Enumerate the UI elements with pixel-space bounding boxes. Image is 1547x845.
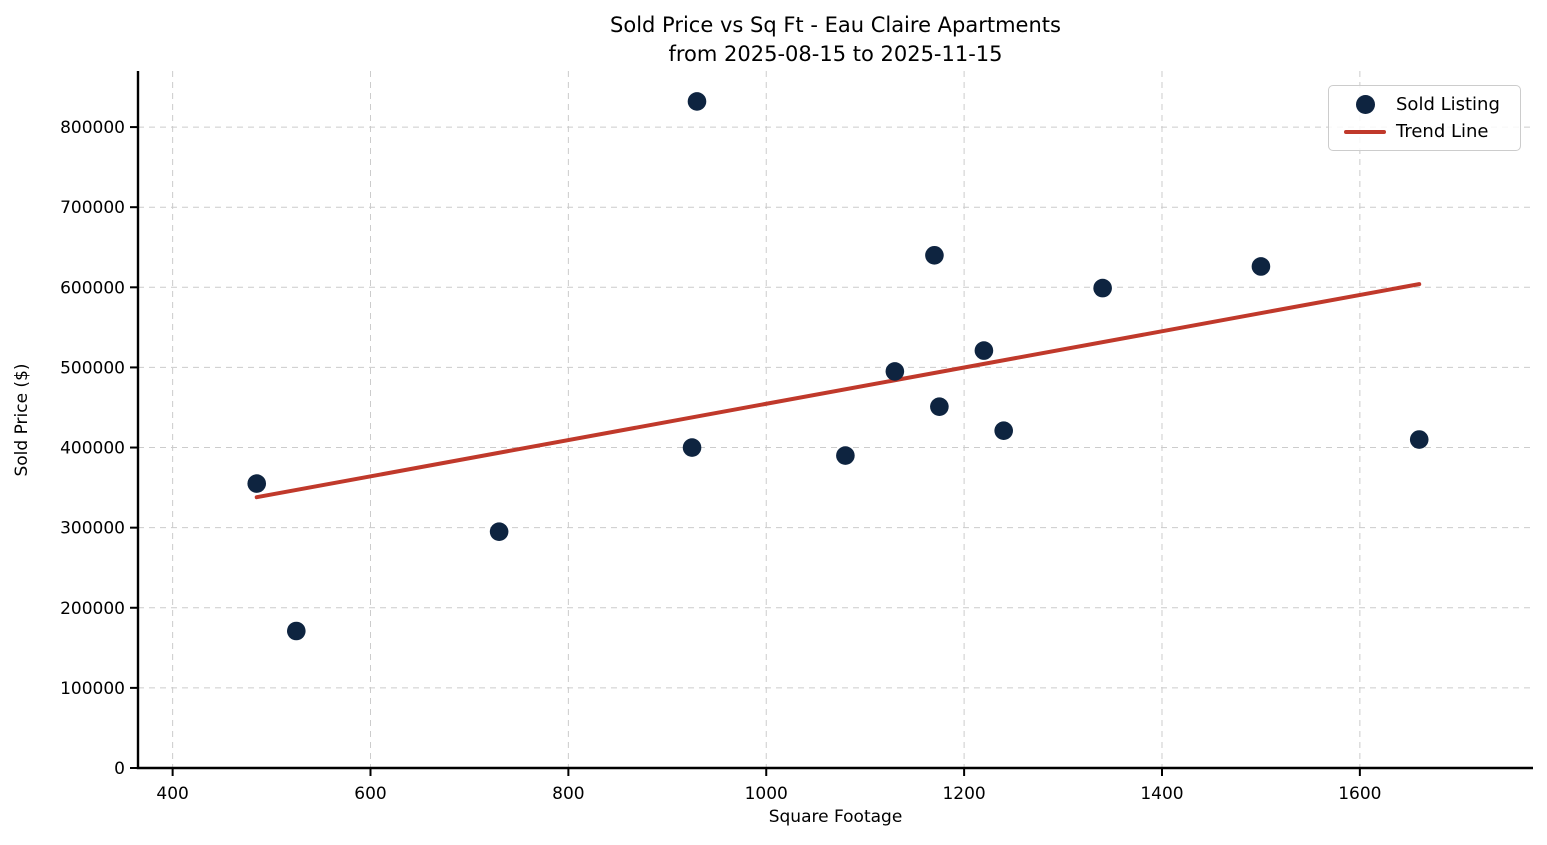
data-point [885, 362, 905, 381]
x-tick-label: 1000 [745, 784, 788, 804]
legend-swatch [1343, 129, 1387, 134]
data-point [489, 522, 509, 541]
legend-label-sold-listing: Sold Listing [1396, 94, 1500, 115]
chart-title-block: Sold Price vs Sq Ft - Eau Claire Apartme… [138, 11, 1533, 69]
y-tick-label: 700000 [60, 198, 125, 218]
data-point [925, 245, 944, 265]
legend-swatch [1343, 95, 1387, 114]
y-tick-label: 500000 [60, 358, 125, 378]
legend-item-trend-line: Trend Line [1329, 118, 1520, 145]
data-point [687, 92, 707, 111]
trend-line-icon [1344, 129, 1386, 134]
legend-item-sold-listing: Sold Listing [1329, 91, 1520, 118]
data-point [247, 474, 267, 493]
x-tick-label: 1600 [1338, 784, 1381, 804]
legend: Sold Listing Trend Line [1328, 85, 1521, 151]
data-point [1093, 278, 1112, 298]
y-tick-label: 600000 [60, 278, 125, 298]
data-point [1251, 257, 1271, 276]
x-tick-label: 1400 [1140, 784, 1183, 804]
y-tick-label: 200000 [60, 599, 125, 619]
y-axis-label: Sold Price ($) [12, 363, 32, 477]
y-tick-label: 0 [114, 759, 125, 779]
data-point [930, 397, 949, 416]
x-tick-label: 1200 [942, 784, 985, 804]
trend-line [254, 282, 1422, 500]
y-tick-label: 400000 [60, 439, 125, 459]
data-point [836, 446, 855, 465]
y-tick-label: 300000 [60, 519, 125, 539]
x-tick-label: 400 [156, 784, 188, 804]
legend-label-trend-line: Trend Line [1396, 121, 1489, 142]
chart-title: Sold Price vs Sq Ft - Eau Claire Apartme… [610, 13, 1061, 37]
axis-spines [136, 71, 1533, 770]
data-point [682, 438, 702, 457]
x-tick-label: 800 [552, 784, 584, 804]
data-point [286, 621, 306, 641]
chart-subtitle: from 2025-08-15 to 2025-11-15 [668, 42, 1003, 66]
y-tick-label: 800000 [60, 118, 125, 138]
data-point [1409, 430, 1429, 449]
y-tick-label: 100000 [60, 679, 125, 699]
data-point [994, 421, 1013, 441]
scatter-marker-icon [1355, 95, 1375, 114]
data-point [974, 341, 994, 360]
x-tick-label: 600 [354, 784, 386, 804]
x-axis-label: Square Footage [768, 807, 903, 827]
